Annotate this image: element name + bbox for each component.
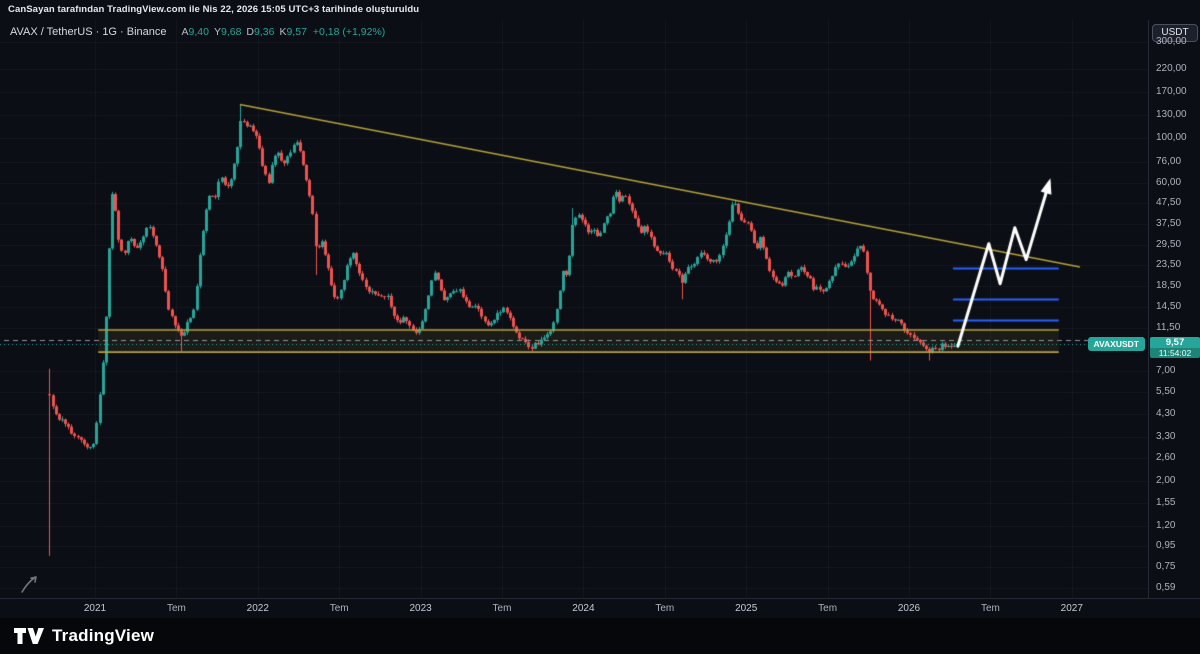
price-axis-label: 47,50 — [1156, 197, 1182, 209]
price-axis-label: 130,00 — [1156, 109, 1187, 121]
time-axis-label: 2023 — [409, 603, 432, 614]
time-axis-label: Tem — [980, 603, 1000, 614]
price-axis-label: 4,30 — [1156, 407, 1176, 419]
price-axis-label: 3,30 — [1156, 431, 1176, 443]
price-axis-label: 0,75 — [1156, 560, 1176, 572]
ohlc-key: D — [246, 26, 255, 38]
price-axis-label: 300,00 — [1156, 36, 1187, 47]
tradingview-logo-link[interactable]: TradingView — [14, 626, 154, 646]
price-axis-label: 18,50 — [1156, 280, 1182, 292]
symbol-price-badge: AVAXUSDT — [1087, 336, 1145, 351]
tradingview-logo-icon — [14, 628, 44, 644]
time-axis-label: Tem — [818, 603, 838, 614]
price-axis-label: 11,50 — [1156, 321, 1181, 333]
price-axis-label: 1,55 — [1156, 497, 1176, 509]
time-axis-label: 2022 — [246, 603, 269, 614]
price-axis-label: 170,00 — [1156, 85, 1187, 97]
price-chart-canvas[interactable] — [0, 20, 1148, 598]
time-axis-label: 2027 — [1060, 603, 1083, 614]
footer-bar: TradingView — [0, 618, 1200, 654]
ohlc-value: 9,40 — [188, 26, 209, 38]
price-axis-label: 0,59 — [1156, 581, 1176, 593]
price-axis-label: 1,20 — [1156, 519, 1176, 531]
ohlc-value: 9,68 — [220, 26, 242, 38]
price-axis-label: 60,00 — [1156, 176, 1182, 188]
ohlc-key: K — [279, 26, 287, 38]
time-axis-label: Tem — [492, 603, 512, 614]
time-axis-label: Tem — [329, 603, 349, 614]
price-axis-label: 0,95 — [1156, 540, 1176, 552]
ohlc-values: A9,40 Y9,68 D9,36 K9,57 — [177, 26, 307, 38]
time-axis-label: Tem — [655, 603, 675, 614]
doodle-icon — [18, 572, 42, 596]
price-axis-label: 2,60 — [1156, 451, 1176, 463]
price-axis[interactable]: USDT 300,00 220,00 170,00 130,00 100,00 76,00… — [1148, 20, 1200, 598]
time-axis-label: 2021 — [83, 603, 107, 614]
current-price-tag: 9,57 11:54:02 — [1150, 336, 1200, 358]
symbol-title: AVAX / TetherUS · 1G · Binance — [10, 26, 167, 38]
price-axis-label: 7,00 — [1156, 365, 1176, 377]
chart-region: AVAX / TetherUS · 1G · Binance A9,40 Y9,68… — [0, 20, 1200, 598]
ohlc-key: Y — [213, 26, 221, 38]
time-axis-label: Tem — [166, 603, 186, 614]
price-axis-label: 2,00 — [1156, 474, 1176, 486]
bar-countdown: 11:54:02 — [1150, 347, 1200, 358]
price-axis-label: 23,50 — [1156, 259, 1182, 271]
price-axis-label: 29,50 — [1156, 239, 1182, 251]
price-axis-label: 14,50 — [1156, 301, 1182, 313]
brand-name: TradingView — [52, 626, 155, 645]
price-axis-label: 220,00 — [1156, 63, 1187, 75]
time-axis-label: 2025 — [735, 603, 758, 614]
price-axis-label: 37,50 — [1156, 218, 1182, 230]
ohlc-value: 9,57 — [286, 26, 307, 38]
time-axis[interactable]: 2021 Tem 2022 Tem 2023 Tem 2024 Tem 2025 Tem 2026 T… — [0, 598, 1200, 618]
currency-button[interactable]: USDT — [1152, 24, 1198, 42]
price-axis-label: 76,00 — [1156, 156, 1182, 168]
attribution-text: CanSayan tarafından TradingView.com ile … — [8, 4, 420, 15]
change-value: +0,18 (+1,92%) — [312, 26, 386, 38]
price-axis-label: 5,50 — [1156, 386, 1176, 398]
current-price: 9,57 — [1150, 336, 1200, 348]
time-axis-label: 2026 — [897, 603, 921, 614]
price-axis-label: 100,00 — [1156, 132, 1187, 144]
time-axis-label: 2024 — [572, 603, 595, 614]
ohlc-key: A — [181, 26, 189, 38]
ohlc-value: 9,36 — [254, 26, 275, 38]
symbol-legend: AVAX / TetherUS · 1G · Binance A9,40 Y9,68… — [10, 26, 385, 38]
